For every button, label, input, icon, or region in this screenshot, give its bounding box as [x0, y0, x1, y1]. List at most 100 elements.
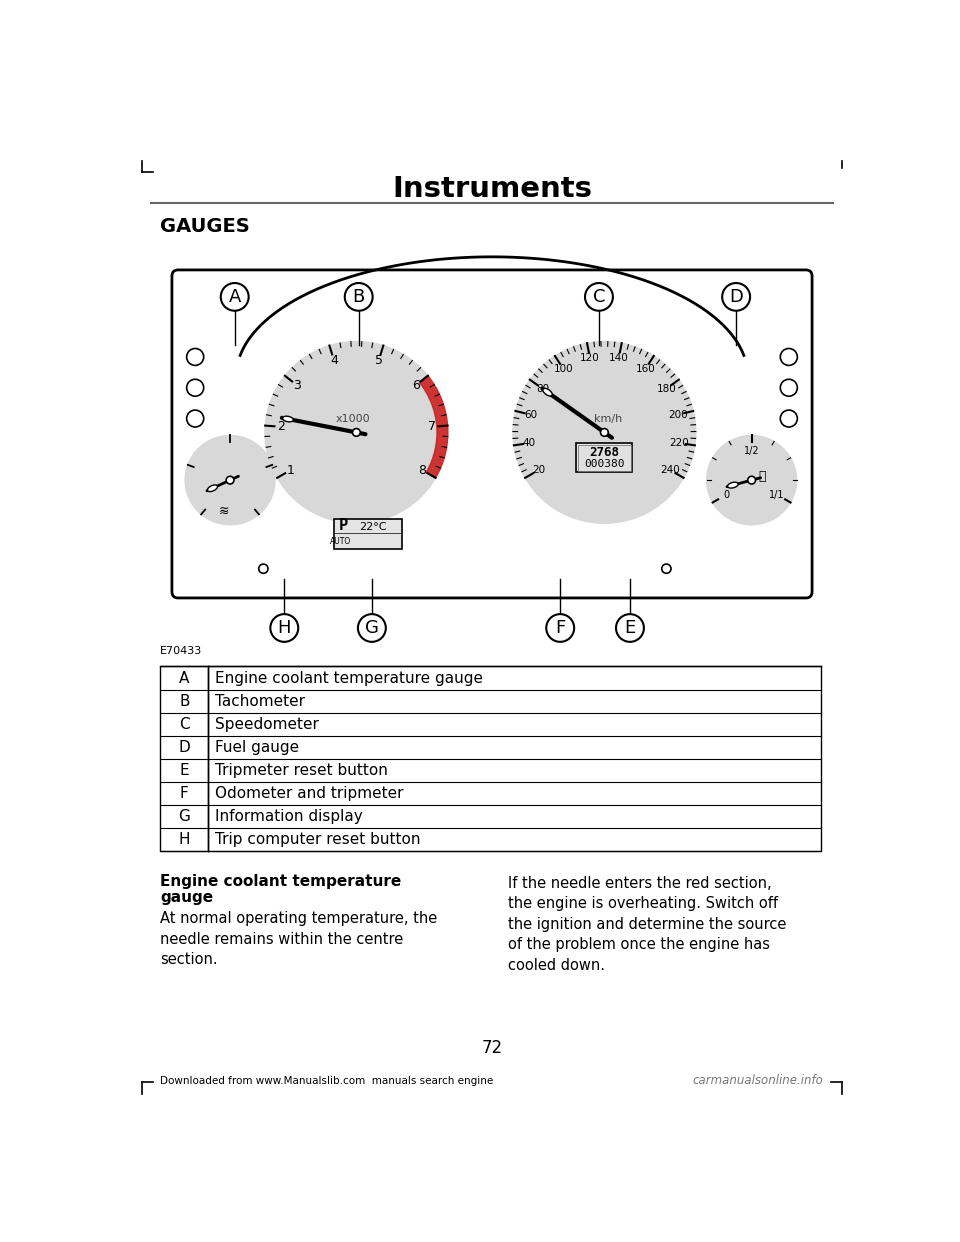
Text: 4: 4	[330, 354, 338, 366]
Text: 240: 240	[660, 466, 680, 476]
Ellipse shape	[207, 484, 218, 492]
Circle shape	[546, 614, 574, 642]
Text: 220: 220	[670, 438, 689, 448]
Text: E70433: E70433	[160, 646, 203, 656]
Text: km/h: km/h	[594, 414, 622, 424]
Circle shape	[780, 379, 798, 396]
FancyBboxPatch shape	[578, 445, 631, 471]
Circle shape	[661, 564, 671, 574]
Text: P: P	[339, 518, 348, 533]
Circle shape	[616, 614, 644, 642]
Text: 60: 60	[524, 410, 538, 420]
Text: Speedometer: Speedometer	[214, 717, 319, 732]
Text: 120: 120	[580, 353, 600, 364]
Ellipse shape	[542, 389, 552, 396]
Text: 100: 100	[554, 364, 573, 374]
Text: Engine coolant temperature gauge: Engine coolant temperature gauge	[214, 671, 483, 686]
Circle shape	[722, 283, 750, 310]
Text: Engine coolant temperature: Engine coolant temperature	[160, 874, 401, 889]
Circle shape	[358, 614, 386, 642]
Text: 20: 20	[532, 466, 545, 476]
Circle shape	[352, 428, 360, 436]
FancyBboxPatch shape	[576, 443, 633, 472]
Circle shape	[186, 410, 204, 427]
Text: A: A	[228, 288, 241, 306]
Text: 1/1: 1/1	[769, 489, 785, 499]
Circle shape	[271, 614, 299, 642]
Text: 5: 5	[374, 354, 383, 366]
Circle shape	[705, 433, 799, 527]
Circle shape	[259, 564, 268, 574]
Circle shape	[780, 410, 798, 427]
Text: 2768: 2768	[589, 446, 619, 460]
Circle shape	[186, 349, 204, 365]
Text: 80: 80	[536, 384, 549, 394]
Text: H: H	[179, 832, 190, 847]
Text: x1000: x1000	[335, 414, 370, 424]
Text: E: E	[180, 763, 189, 777]
Text: G: G	[365, 619, 379, 637]
Text: 40: 40	[522, 438, 536, 448]
Ellipse shape	[282, 416, 294, 422]
Text: 1: 1	[287, 463, 295, 477]
Text: E: E	[624, 619, 636, 637]
Text: Fuel gauge: Fuel gauge	[214, 740, 299, 755]
Text: D: D	[179, 740, 190, 755]
Text: 22°C: 22°C	[359, 523, 386, 533]
Text: ≋: ≋	[219, 504, 229, 518]
Text: Trip computer reset button: Trip computer reset button	[214, 832, 420, 847]
Circle shape	[227, 476, 234, 484]
Text: GAUGES: GAUGES	[160, 216, 250, 236]
Text: F: F	[180, 786, 189, 801]
Text: AUTO: AUTO	[329, 537, 350, 545]
Circle shape	[263, 339, 450, 525]
Text: carmanualsonline.info: carmanualsonline.info	[693, 1074, 824, 1087]
Text: Tachometer: Tachometer	[214, 693, 304, 709]
Circle shape	[185, 436, 275, 525]
Text: gauge: gauge	[160, 889, 213, 904]
Circle shape	[585, 283, 612, 310]
Wedge shape	[420, 376, 447, 478]
Text: 3: 3	[293, 379, 300, 392]
Text: B: B	[180, 693, 189, 709]
Text: Downloaded from www.Manualslib.com  manuals search engine: Downloaded from www.Manualslib.com manua…	[160, 1076, 493, 1086]
Circle shape	[513, 342, 696, 523]
Text: If the needle enters the red section,
the engine is overheating. Switch off
the : If the needle enters the red section, th…	[508, 876, 786, 972]
Text: 180: 180	[657, 384, 676, 394]
Text: Tripmeter reset button: Tripmeter reset button	[214, 763, 388, 777]
Text: ⛽: ⛽	[758, 469, 766, 483]
Text: C: C	[179, 717, 190, 732]
Text: 1/2: 1/2	[744, 446, 759, 456]
Circle shape	[345, 283, 372, 310]
Text: 6: 6	[412, 379, 420, 392]
Circle shape	[221, 283, 249, 310]
Circle shape	[707, 436, 797, 525]
Text: 8: 8	[419, 463, 426, 477]
Text: 2: 2	[276, 420, 284, 433]
Text: Odometer and tripmeter: Odometer and tripmeter	[214, 786, 403, 801]
Text: Instruments: Instruments	[392, 175, 592, 204]
Circle shape	[748, 476, 756, 484]
Circle shape	[780, 349, 798, 365]
Text: 200: 200	[668, 410, 688, 420]
Text: Information display: Information display	[214, 809, 362, 825]
Text: D: D	[730, 288, 743, 306]
Text: C: C	[592, 288, 605, 306]
Text: 7: 7	[428, 420, 436, 433]
Text: 72: 72	[481, 1040, 503, 1057]
Text: F: F	[555, 619, 565, 637]
Text: G: G	[179, 809, 190, 825]
Text: B: B	[352, 288, 365, 306]
Text: 000380: 000380	[584, 460, 625, 469]
Circle shape	[186, 379, 204, 396]
Text: 140: 140	[609, 353, 629, 364]
Bar	[160, 667, 822, 851]
Text: H: H	[277, 619, 291, 637]
Circle shape	[511, 339, 698, 525]
Bar	[334, 519, 402, 549]
Ellipse shape	[728, 482, 738, 488]
Text: 160: 160	[636, 364, 656, 374]
Text: A: A	[180, 671, 189, 686]
Text: At normal operating temperature, the
needle remains within the centre
section.: At normal operating temperature, the nee…	[160, 912, 438, 968]
Circle shape	[265, 342, 447, 523]
